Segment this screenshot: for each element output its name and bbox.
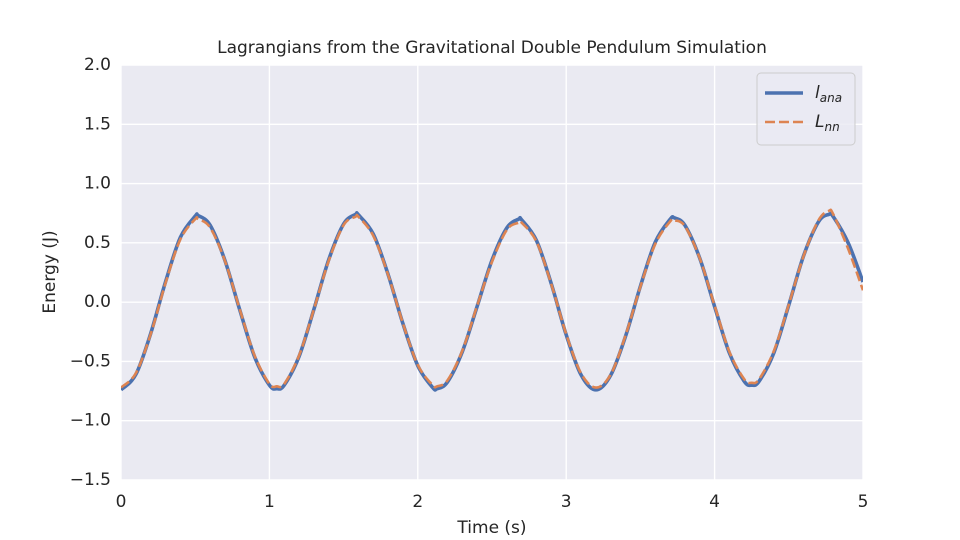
legend-name: L (815, 112, 824, 132)
x-tick-label: 2 (412, 492, 423, 512)
plot-area (121, 65, 863, 480)
legend-subscript: ana (820, 91, 842, 105)
x-axis-label: Time (s) (456, 518, 526, 538)
y-tick-label: 0.0 (84, 292, 111, 312)
y-tick-label: 1.0 (84, 174, 111, 194)
y-tick-label: −1.0 (70, 411, 111, 431)
legend-name: l (815, 83, 820, 103)
y-axis-label: Energy (J) (40, 230, 60, 313)
x-tick-label: 4 (709, 492, 720, 512)
legend-label: lana (815, 83, 842, 105)
y-tick-label: 2.0 (84, 55, 111, 75)
x-tick-label: 5 (858, 492, 869, 512)
legend-subscript: nn (824, 120, 839, 134)
chart-title: Lagrangians from the Gravitational Doubl… (217, 38, 767, 58)
x-tick-label: 0 (116, 492, 127, 512)
series-line (121, 208, 863, 389)
y-tick-label: −1.5 (70, 470, 111, 490)
legend-box (756, 72, 856, 146)
x-tick-label: 1 (264, 492, 275, 512)
y-tick-label: −0.5 (70, 351, 111, 371)
legend-label: Lnn (815, 112, 840, 134)
y-tick-label: 1.5 (84, 114, 111, 134)
x-tick-label: 3 (561, 492, 572, 512)
y-tick-label: 0.5 (84, 233, 111, 253)
